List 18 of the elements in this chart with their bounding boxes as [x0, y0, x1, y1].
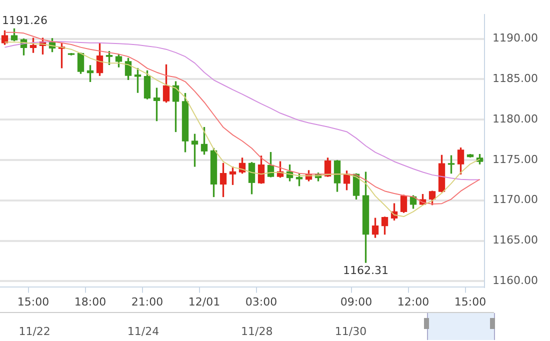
annotation: 1191.26 — [2, 14, 48, 28]
x-tick-label: 15:00 — [454, 295, 486, 308]
range-slider: 11/22 11/24 11/28 11/30 — [0, 312, 494, 340]
x-tick-label: 03:00 — [245, 295, 278, 308]
annotation: 1162.31 — [343, 264, 389, 277]
y-tick-label: 1185.00 — [492, 72, 538, 86]
x-tick-label: 21:00 — [131, 295, 164, 308]
y-tick-label: 1165.00 — [492, 234, 538, 247]
y-tick-label: 1180.00 — [492, 112, 538, 126]
x-tick-label: 15:00 — [17, 295, 50, 308]
y-tick-label: 1190.00 — [492, 32, 538, 45]
x-tick-label: 12/01 — [188, 295, 220, 308]
y-tick-label: 1170.00 — [492, 193, 538, 206]
y-tick-label: 1160.00 — [492, 274, 538, 288]
x-tick-label: 12:00 — [397, 295, 430, 308]
x-tick-label: 18:00 — [74, 295, 106, 308]
y-tick-label: 1175.00 — [492, 152, 538, 166]
x-tick-label: 09:00 — [340, 295, 372, 308]
